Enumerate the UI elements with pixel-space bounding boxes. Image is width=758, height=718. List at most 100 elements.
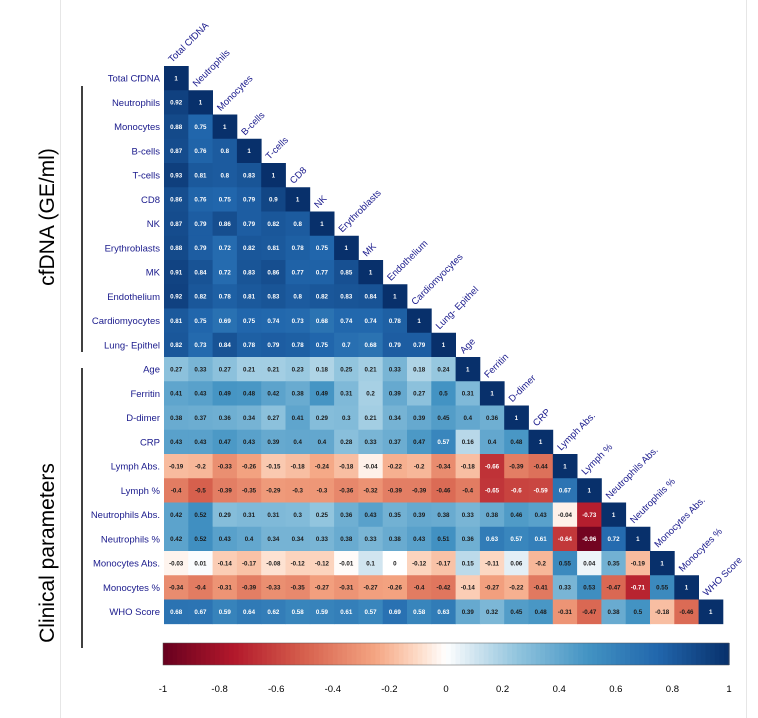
heatmap-cell	[285, 454, 311, 479]
colorbar-segment	[295, 643, 301, 665]
heatmap-cell-value: -0.26	[242, 463, 257, 470]
row-label: Total CfDNA	[108, 74, 161, 85]
heatmap-cell-value: 0.32	[486, 609, 499, 616]
row-label: B-cells	[131, 146, 160, 157]
heatmap-cell-value: 0.57	[510, 536, 523, 543]
colorbar-segment	[479, 643, 485, 665]
row-label: Lymph %	[121, 486, 161, 497]
heatmap-cell-value: 0.68	[316, 318, 329, 325]
colorbar-segment	[554, 643, 560, 665]
colorbar-segment	[309, 643, 315, 665]
heatmap-cell-value: 0.83	[340, 294, 353, 301]
heatmap-cell-value: 0.79	[389, 342, 402, 349]
heatmap-cell	[407, 308, 432, 334]
row-label: CD8	[141, 195, 160, 206]
heatmap-cell-value: 0.45	[437, 415, 450, 422]
colorbar-segment	[422, 643, 428, 665]
heatmap-cell-value: -0.35	[291, 585, 306, 592]
heatmap-cell	[407, 502, 432, 528]
heatmap-cell	[285, 526, 311, 552]
heatmap-cell	[261, 308, 286, 334]
heatmap-cell-value: 0.79	[267, 342, 280, 349]
colorbar-segment	[464, 643, 471, 665]
colorbar-tick-label: -0.8	[211, 684, 227, 695]
colorbar-segment	[412, 643, 419, 665]
heatmap-cell-value: 0.86	[170, 197, 183, 204]
heatmap-cell-value: 0.9	[269, 197, 278, 204]
heatmap-cell-value: 0.38	[389, 536, 402, 543]
heatmap-cell	[479, 405, 505, 431]
heatmap-cell-value: -0.34	[436, 463, 451, 470]
heatmap-cell	[407, 381, 432, 406]
heatmap-cell-value: 0.69	[389, 609, 402, 616]
heatmap-cell	[455, 454, 481, 479]
heatmap-cell-value: -0.11	[485, 560, 499, 567]
heatmap-cell-value: 0.59	[316, 609, 329, 616]
colorbar-segment	[205, 643, 211, 665]
heatmap-cell	[212, 332, 238, 358]
heatmap-cell	[407, 575, 432, 600]
heatmap-cell	[285, 575, 311, 600]
heatmap-cell-value: 0.43	[365, 512, 378, 519]
heatmap-cell	[212, 405, 238, 431]
heatmap-cell-value: 0.73	[194, 342, 207, 349]
heatmap-cell-value: 0.81	[170, 318, 183, 325]
heatmap-cell-value: 0.59	[219, 609, 232, 616]
heatmap-cell-value: 0.57	[437, 439, 450, 446]
row-label: Endothelium	[107, 292, 160, 303]
heatmap-cell	[236, 163, 262, 188]
heatmap-cell	[309, 575, 335, 600]
heatmap-cell	[504, 502, 529, 528]
heatmap-cell	[309, 332, 335, 358]
heatmap-cell-value: -0.47	[582, 609, 597, 616]
heatmap-cell-value: 0.52	[194, 512, 207, 519]
heatmap-cell-value: 0.78	[389, 318, 402, 325]
heatmap-cell-value: -0.96	[582, 536, 597, 543]
heatmap-cell-value: 0.15	[462, 560, 475, 567]
column-label: Monocytes %	[677, 526, 725, 574]
heatmap-cell-value: 0.87	[170, 148, 183, 155]
colorbar-segment	[342, 643, 348, 665]
row-label: D-dimer	[126, 413, 160, 424]
heatmap-cell-value: -0.17	[242, 560, 257, 567]
colorbar-segment	[200, 643, 207, 665]
colorbar-segment	[290, 643, 296, 665]
heatmap-cell-value: 0.43	[535, 512, 548, 519]
heatmap-cell-value: 0.43	[194, 439, 207, 446]
heatmap-cell	[601, 502, 627, 528]
heatmap-cell	[674, 599, 699, 625]
heatmap-cell-value: -0.71	[631, 585, 646, 592]
colorbar-segment	[361, 643, 367, 665]
heatmap-cell-value: 0.33	[365, 536, 378, 543]
heatmap-cell-value: 0.76	[194, 148, 207, 155]
colorbar-tick-label: 0.2	[496, 684, 509, 695]
heatmap-cell-value: 0.79	[194, 245, 207, 252]
heatmap-cell-value: -0.12	[291, 560, 306, 567]
heatmap-cell-value: 0.68	[365, 342, 378, 349]
heatmap-cell	[358, 526, 384, 552]
colorbar-segment	[493, 643, 499, 665]
heatmap-cell-value: 1	[393, 294, 397, 301]
colorbar-tick-label: -0.4	[325, 684, 341, 695]
heatmap-cell	[236, 478, 262, 503]
heatmap-cell-value: 0.21	[365, 415, 378, 422]
colorbar-segment	[507, 643, 513, 665]
colorbar-segment	[436, 643, 442, 665]
heatmap-cell-value: 0.34	[389, 415, 402, 422]
colorbar-segment	[389, 643, 395, 665]
colorbar-segment	[615, 643, 622, 665]
column-label: Lymph Abs.	[555, 410, 598, 453]
heatmap-cell-value: 0.46	[510, 512, 523, 519]
heatmap-cell-value: 0.43	[170, 439, 183, 446]
colorbar-segment	[521, 643, 527, 665]
colorbar-segment	[365, 643, 372, 665]
heatmap-cell	[577, 526, 602, 552]
colorbar-tick-label: 0.6	[609, 684, 622, 695]
colorbar-segment	[634, 643, 640, 665]
heatmap-cell	[188, 332, 213, 358]
colorbar-segment	[262, 643, 268, 665]
heatmap-cell-value: 0.2	[366, 391, 375, 398]
heatmap-cell-value: -0.18	[655, 609, 670, 616]
heatmap-cell-value: 0.85	[340, 269, 353, 276]
heatmap-cell-value: 0.39	[462, 609, 475, 616]
